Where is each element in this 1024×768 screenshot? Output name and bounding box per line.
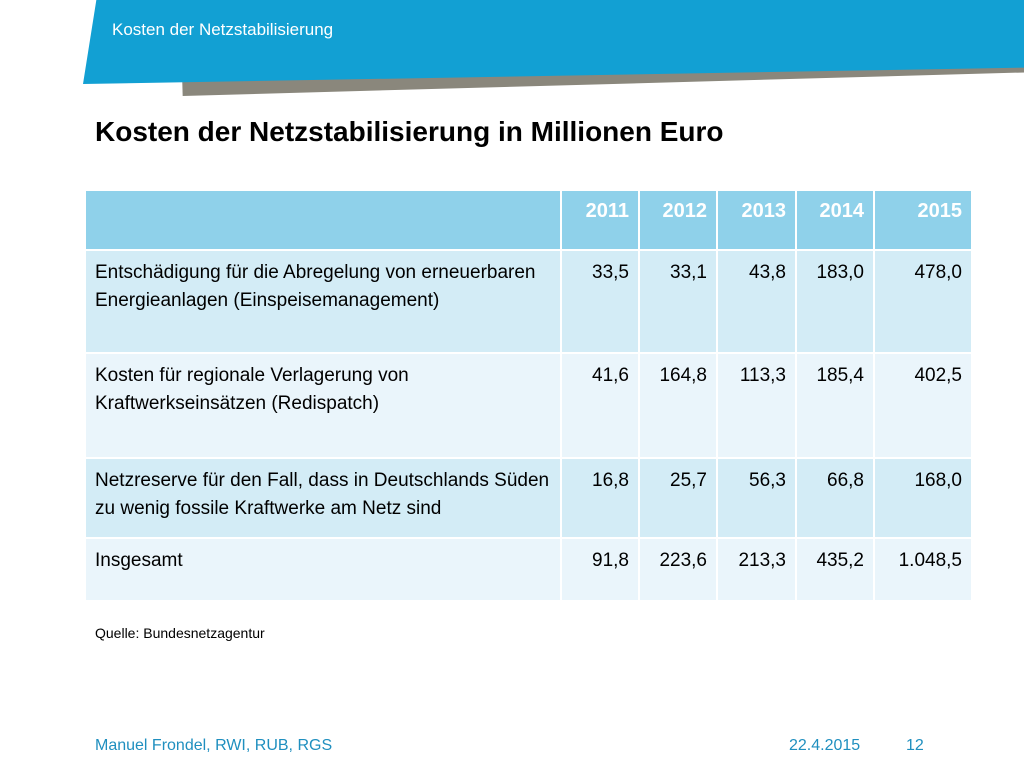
table-header-cell-2012: 2012 (638, 189, 718, 251)
table-row: Kosten für regionale Verlagerung von Kra… (84, 352, 973, 459)
source-note: Quelle: Bundesnetzagentur (95, 625, 265, 641)
slide-title: Kosten der Netzstabilisierung in Million… (95, 116, 724, 147)
table-cell: 223,6 (638, 537, 718, 602)
table-cell: 1.048,5 (873, 537, 973, 602)
table-cell: 43,8 (716, 249, 797, 354)
table-cell: 168,0 (873, 457, 973, 539)
table-row-label: Netzreserve für den Fall, dass in Deutsc… (84, 457, 562, 539)
header-title: Kosten der Netzstabilisierung (112, 20, 334, 39)
table-header-cell-2014: 2014 (795, 189, 875, 251)
table-row-label: Insgesamt (84, 537, 562, 602)
table-cell: 16,8 (560, 457, 640, 539)
table-cell: 66,8 (795, 457, 875, 539)
table-cell: 91,8 (560, 537, 640, 602)
table-cell: 402,5 (873, 352, 973, 459)
table-cell: 113,3 (716, 352, 797, 459)
table-cell: 478,0 (873, 249, 973, 354)
table-cell: 33,5 (560, 249, 640, 354)
table-row-total: Insgesamt 91,8 223,6 213,3 435,2 1.048,5 (84, 537, 973, 602)
footer-page-number: 12 (906, 737, 924, 754)
table-row-label: Kosten für regionale Verlagerung von Kra… (84, 352, 562, 459)
table-header-row: 2011 2012 2013 2014 2015 (84, 189, 973, 251)
table-row: Netzreserve für den Fall, dass in Deutsc… (84, 457, 973, 539)
footer-date: 22.4.2015 (789, 737, 861, 754)
table-cell: 213,3 (716, 537, 797, 602)
table-header-cell-empty (84, 189, 562, 251)
cost-table: 2011 2012 2013 2014 2015 Entschädigung f… (84, 189, 973, 602)
table-cell: 164,8 (638, 352, 718, 459)
table-cell: 25,7 (638, 457, 718, 539)
table-cell: 183,0 (795, 249, 875, 354)
table-cell: 56,3 (716, 457, 797, 539)
table-cell: 435,2 (795, 537, 875, 602)
table-header-cell-2015: 2015 (873, 189, 973, 251)
table-cell: 185,4 (795, 352, 875, 459)
table-header-cell-2013: 2013 (716, 189, 797, 251)
table-row-label: Entschädigung für die Abregelung von ern… (84, 249, 562, 354)
table-cell: 33,1 (638, 249, 718, 354)
table-cell: 41,6 (560, 352, 640, 459)
table-row: Entschädigung für die Abregelung von ern… (84, 249, 973, 354)
table-header-cell-2011: 2011 (560, 189, 640, 251)
footer-author: Manuel Frondel, RWI, RUB, RGS (95, 737, 333, 754)
